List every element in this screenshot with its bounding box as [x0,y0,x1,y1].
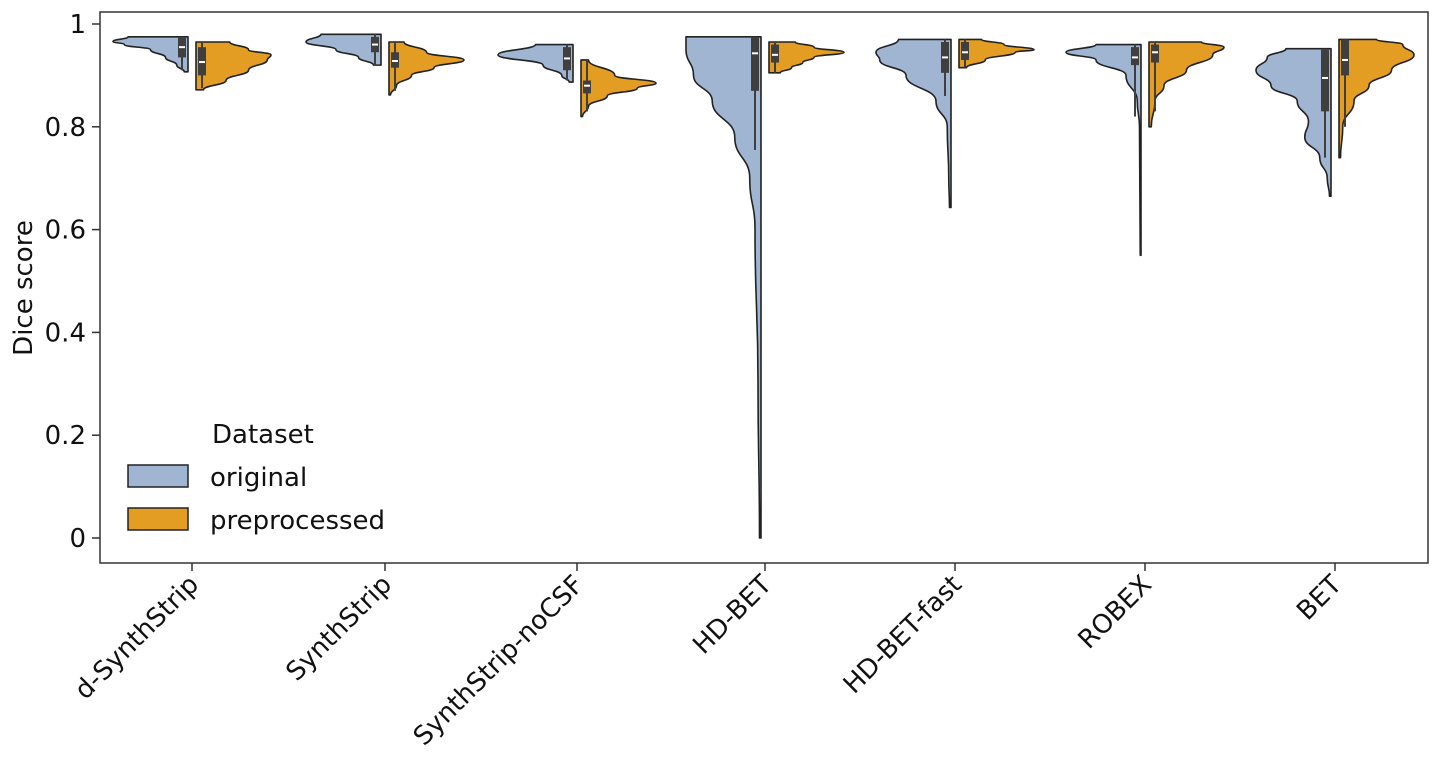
legend: Dataset original preprocessed [127,420,385,536]
y-tick-label: 1 [69,10,86,40]
violin-original [112,36,189,73]
violin-preprocessed [1338,38,1415,159]
box-iqr [1131,47,1139,66]
y-tick-label: 0.8 [45,113,86,143]
x-axis: d-SynthStrip SynthStrip SynthStrip-noCSF HD… [69,563,1348,752]
violin-preprocessed [388,41,465,96]
x-tick-label: SynthStrip-noCSF [408,570,590,752]
legend-label-preprocessed: preprocessed [210,506,385,536]
y-axis: 0 0.2 0.4 0.6 0.8 1 [45,10,100,554]
x-tick-label: ROBEX [1073,570,1158,655]
violins [112,33,1415,539]
box-iqr [1321,49,1329,112]
violin-original [305,33,382,66]
y-axis-label: Dice score [9,220,39,356]
violin-original [1065,43,1142,257]
legend-title: Dataset [212,420,314,450]
box-iqr [961,41,969,60]
box-iqr [1151,44,1159,63]
plot-area [99,11,1429,564]
violin-original [875,38,952,209]
box-iqr [771,44,779,63]
violin-original [497,43,574,83]
box-iqr [751,36,759,91]
violin-preprocessed [958,38,1035,69]
x-tick-label: HD-BET [687,570,778,661]
violin-preprocessed [580,59,657,118]
y-tick-label: 0.6 [45,216,86,246]
violin-original [1255,47,1332,197]
box-iqr [1341,39,1349,76]
legend-swatch-original [127,464,189,488]
box-iqr [583,80,591,94]
box-iqr [391,52,399,68]
x-tick-label: SynthStrip [280,570,398,688]
y-tick-label: 0.2 [45,421,86,451]
x-tick-label: HD-BET-fast [838,570,968,700]
legend-swatch-preprocessed [127,507,189,531]
y-tick-label: 0 [69,524,86,554]
legend-label-original: original [210,463,307,493]
x-tick-label: BET [1291,570,1348,627]
y-tick-label: 0.4 [45,318,86,348]
violin-preprocessed [768,41,845,74]
violin-preprocessed [195,41,272,91]
x-tick-label: d-SynthStrip [69,570,205,706]
